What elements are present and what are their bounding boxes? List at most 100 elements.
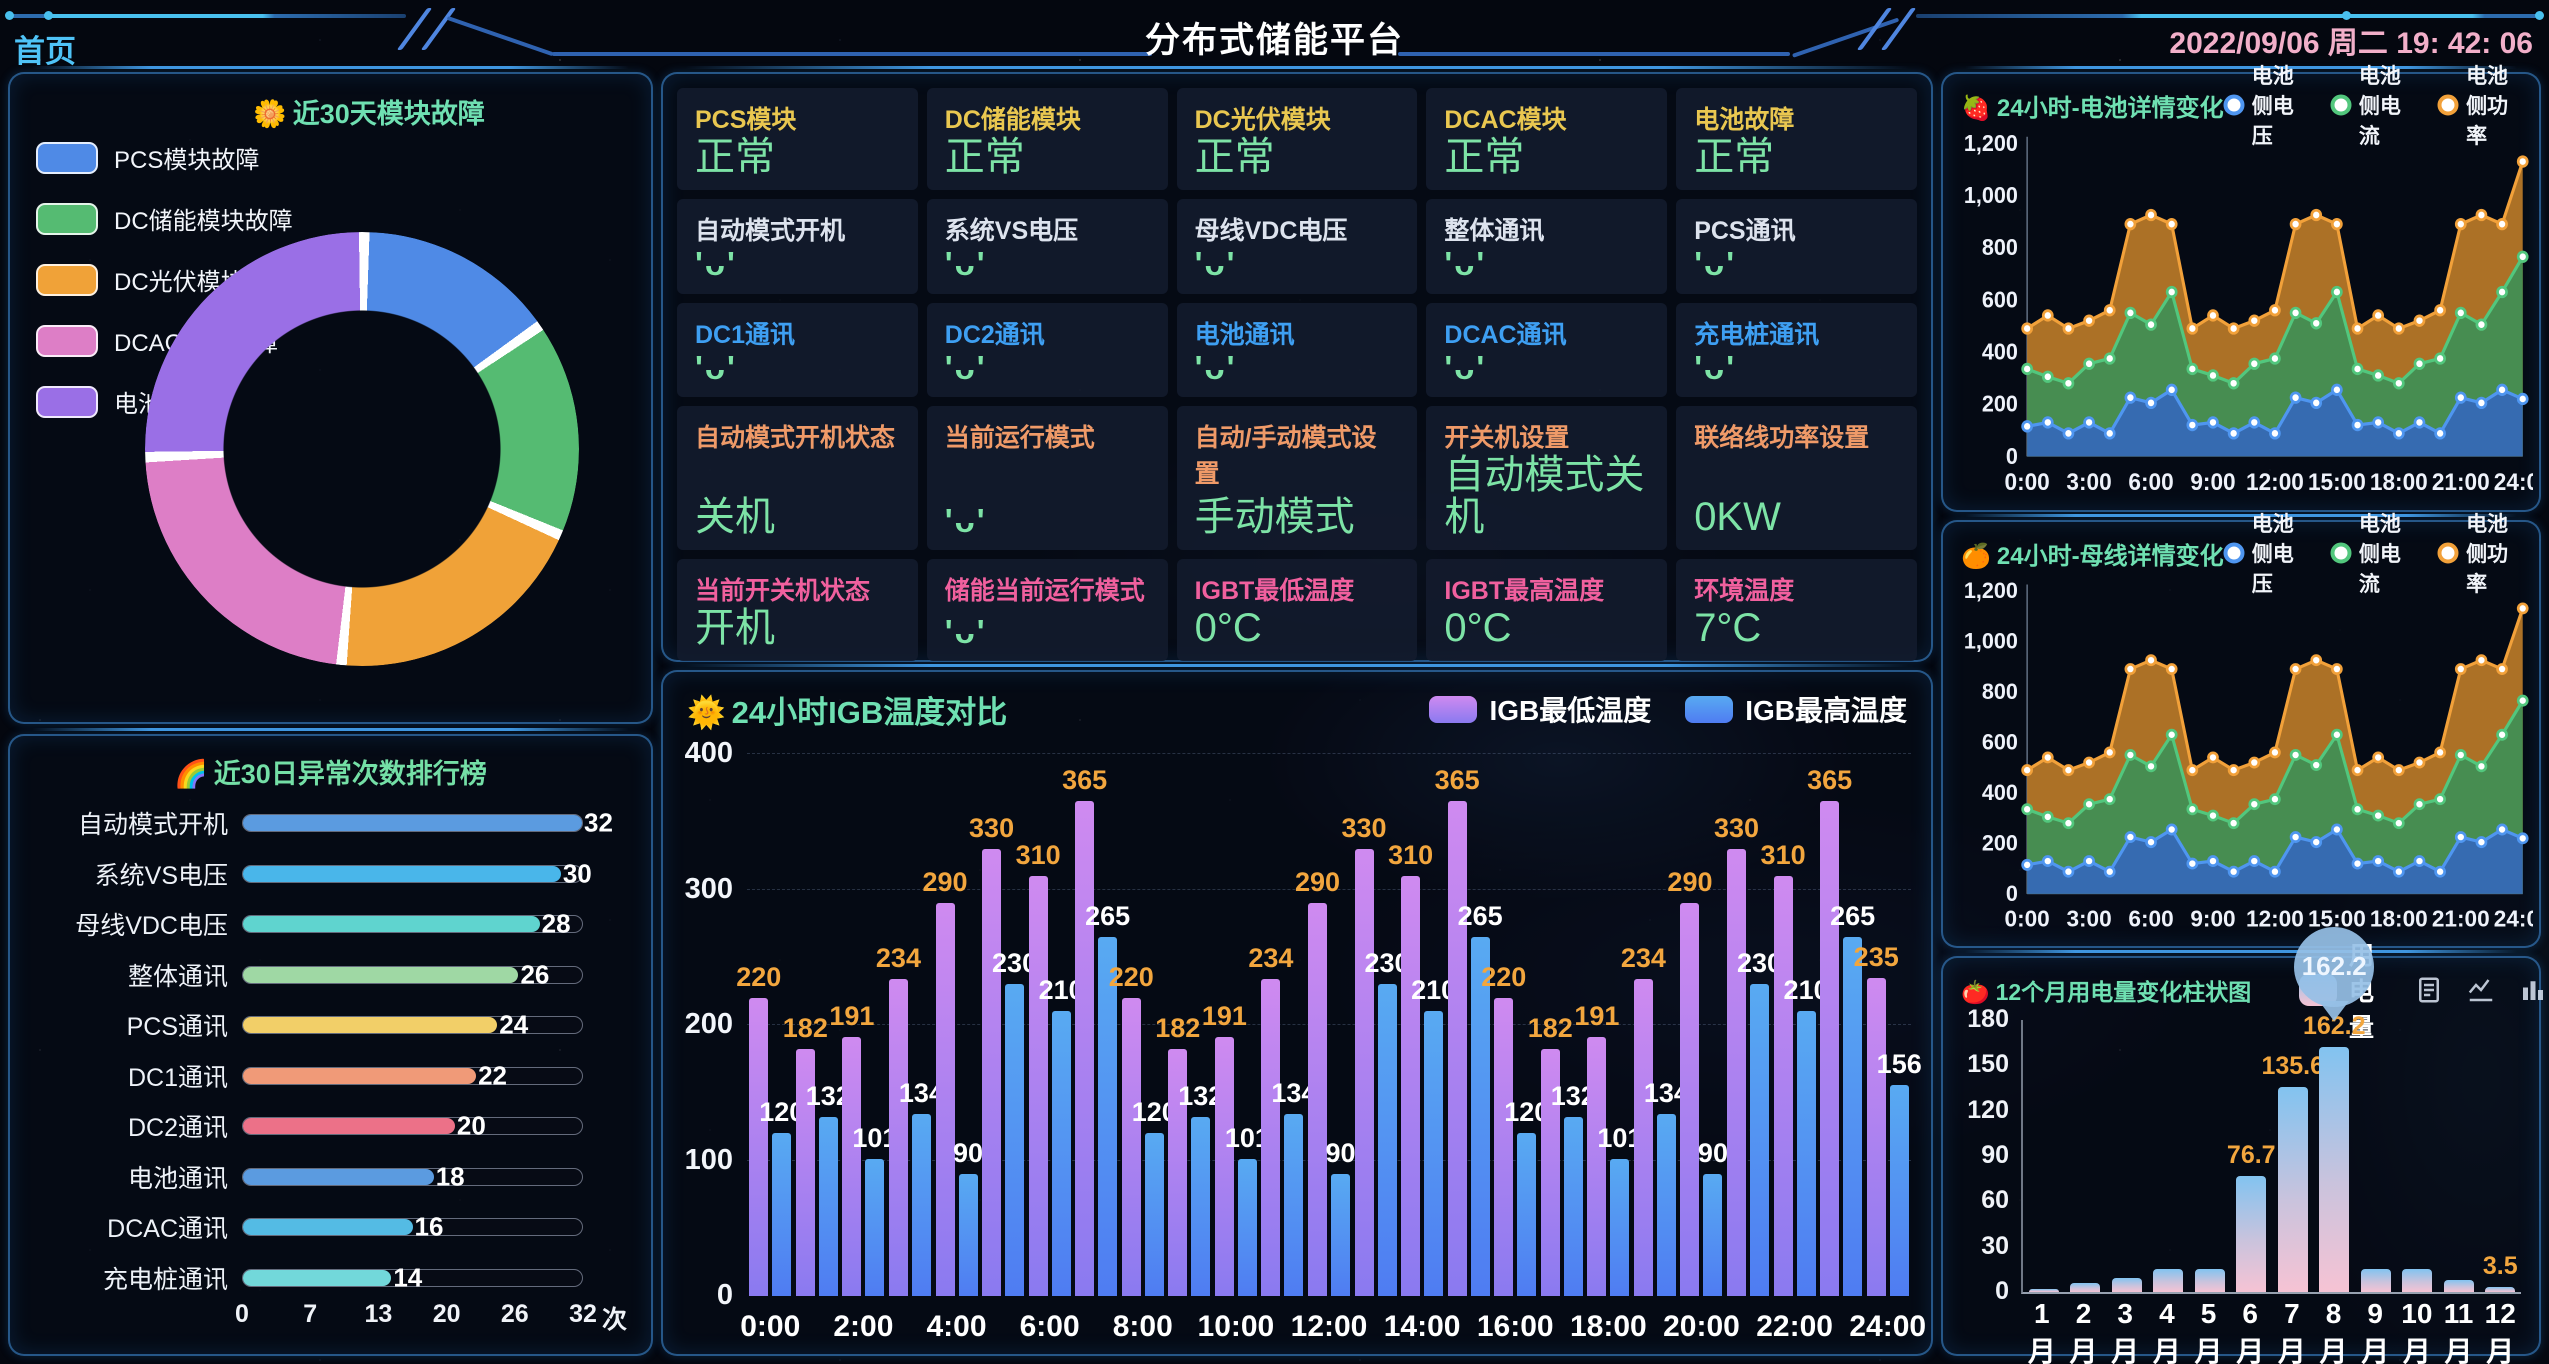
status-cell-value: 正常 bbox=[944, 135, 1025, 179]
legend-item-电池侧电压[interactable]: 电池侧电压 bbox=[2223, 508, 2311, 598]
panel-title: 🍓 24小时-电池详情变化 bbox=[1961, 88, 2224, 123]
svg-text:15:00: 15:00 bbox=[2308, 468, 2366, 495]
igb-max-bar: 265 bbox=[1458, 901, 1503, 1296]
legend-marker bbox=[2437, 102, 2459, 108]
ranking-track[interactable]: 26 bbox=[242, 959, 583, 989]
bar-value-label: 90 bbox=[952, 1138, 984, 1169]
status-cell-value: 'ᴗ' bbox=[1444, 245, 1487, 282]
ranking-track[interactable]: 22 bbox=[242, 1060, 583, 1090]
ranking-axis: 0 7 13 20 26 32 次 bbox=[235, 1300, 627, 1334]
legend-item-PCS模块故障[interactable]: PCS模块故障 bbox=[36, 140, 293, 175]
igb-min-bar: 234 bbox=[876, 943, 921, 1296]
status-cell-value: 'ᴗ' bbox=[944, 501, 987, 539]
igb-max-bar: 132 bbox=[806, 1081, 851, 1296]
legend-item-电池侧电流[interactable]: 电池侧电流 bbox=[2330, 508, 2418, 598]
legend-label: 电池侧功率 bbox=[2466, 65, 2509, 148]
consumption-bar bbox=[2277, 1087, 2308, 1292]
svg-text:0: 0 bbox=[2006, 443, 2018, 469]
legend-label: DC储能模块故障 bbox=[114, 208, 293, 235]
igb-max-bar: 134 bbox=[899, 1078, 944, 1296]
busbar-legend: 电池侧电压 电池侧电流 电池侧功率 bbox=[2223, 508, 2525, 598]
bar-group-hour-24: 235 156 bbox=[1854, 744, 1922, 1296]
bar-value-label: 290 bbox=[1294, 867, 1341, 898]
status-cell-label: 环境温度 bbox=[1694, 577, 1795, 606]
header-decoration-left-line bbox=[5, 11, 406, 20]
ranking-value: 28 bbox=[541, 908, 571, 939]
igb-max-bar: 156 bbox=[1877, 1049, 1922, 1296]
ranking-track[interactable]: 32 bbox=[242, 808, 613, 838]
legend-swatch bbox=[36, 263, 98, 296]
ranking-label: 充电桩通讯 bbox=[102, 1265, 228, 1294]
igb-min-bar: 290 bbox=[922, 867, 968, 1296]
legend-item-IGB最高温度[interactable]: IGB最高温度 bbox=[1685, 689, 1907, 729]
bar-value-label: 182 bbox=[1527, 1013, 1573, 1044]
legend-item-电池侧电流[interactable]: 电池侧电流 bbox=[2330, 60, 2418, 150]
igb-min-bar: 365 bbox=[1062, 765, 1107, 1296]
consumption-bar bbox=[2319, 1046, 2350, 1292]
ranking-track[interactable]: 28 bbox=[242, 909, 583, 939]
x-axis-label: 24:00 bbox=[1849, 1310, 1927, 1343]
consumption-bar bbox=[2111, 1278, 2142, 1292]
bar-value-label: 234 bbox=[1620, 942, 1666, 973]
legend-item-电池侧电压[interactable]: 电池侧电压 bbox=[2223, 60, 2311, 150]
igb-min-bar: 365 bbox=[1807, 765, 1852, 1296]
legend-item-电池侧功率[interactable]: 电池侧功率 bbox=[2437, 60, 2525, 150]
y-axis-label: 120 bbox=[1967, 1095, 2009, 1124]
bar-slot-12月: 3.5 bbox=[2480, 1020, 2522, 1292]
status-cell-PCS模块: PCS模块 正常 bbox=[677, 88, 918, 190]
legend-item-DC储能模块故障[interactable]: DC储能模块故障 bbox=[36, 201, 293, 236]
bar-value-label: 265 bbox=[1457, 900, 1503, 931]
ranking-track[interactable]: 16 bbox=[242, 1212, 583, 1242]
x-axis-label: 20:00 bbox=[1663, 1310, 1740, 1343]
ranking-value: 30 bbox=[562, 858, 592, 889]
bar-chart-icon[interactable] bbox=[2518, 975, 2548, 1005]
status-cell-label: 当前开关机状态 bbox=[695, 577, 871, 606]
home-link[interactable]: 首页 bbox=[14, 34, 76, 69]
data-view-icon[interactable] bbox=[2414, 975, 2444, 1005]
bar-value-label: 365 bbox=[1434, 765, 1480, 796]
igb-min-bar: 310 bbox=[1761, 840, 1806, 1296]
svg-text:21:00: 21:00 bbox=[2432, 468, 2490, 495]
svg-text:21:00: 21:00 bbox=[2432, 905, 2490, 931]
bar-value-label: 310 bbox=[1760, 839, 1806, 870]
ranking-row-整体通讯: 整体通讯 26 bbox=[28, 950, 627, 1001]
y-axis-label: 300 bbox=[684, 872, 733, 905]
bar-value-label: 310 bbox=[1015, 839, 1061, 870]
y-axis-label: 0 bbox=[716, 1279, 733, 1311]
igb-min-bar: 234 bbox=[1621, 943, 1666, 1296]
bar-slot-7月: 135.6 bbox=[2261, 1020, 2324, 1292]
ranking-track[interactable]: 20 bbox=[242, 1111, 583, 1141]
legend-item-电池侧功率[interactable]: 电池侧功率 bbox=[2437, 508, 2525, 598]
svg-text:6:00: 6:00 bbox=[2128, 468, 2173, 495]
strawberry-icon: 🍓 bbox=[1961, 94, 1991, 122]
header-decoration-diagonal bbox=[1792, 17, 1900, 58]
status-cell-label: DCAC通讯 bbox=[1444, 320, 1567, 349]
ranking-row-PCS通讯: PCS通讯 24 bbox=[28, 1000, 627, 1051]
svg-text:200: 200 bbox=[1982, 831, 2018, 856]
status-cell-value: 'ᴗ' bbox=[944, 245, 987, 282]
ranking-track[interactable]: 14 bbox=[242, 1262, 583, 1292]
line-chart-icon[interactable] bbox=[2466, 975, 2496, 1005]
status-cell-value: 正常 bbox=[695, 135, 775, 179]
ranking-track[interactable]: 18 bbox=[242, 1161, 583, 1191]
ranking-track[interactable]: 24 bbox=[242, 1010, 583, 1040]
svg-text:3:00: 3:00 bbox=[2066, 468, 2111, 495]
ranking-label: PCS通讯 bbox=[126, 1013, 228, 1042]
bar-group-hour-3: 234 134 bbox=[876, 744, 944, 1296]
ranking-track[interactable]: 30 bbox=[242, 858, 592, 888]
bar-group-hour-13: 330 230 bbox=[1342, 744, 1410, 1296]
status-cell-DCAC通讯: DCAC通讯'ᴗ' bbox=[1426, 302, 1668, 398]
legend-swatch bbox=[36, 385, 98, 418]
panel-title-text: 24小时IGB温度对比 bbox=[731, 694, 1008, 730]
axis-tick: 13 bbox=[364, 1300, 393, 1328]
legend-swatch bbox=[1429, 695, 1478, 723]
ranking-value: 14 bbox=[393, 1262, 423, 1293]
legend-swatch bbox=[1685, 695, 1734, 723]
bar-slot-9月 bbox=[2355, 1020, 2397, 1292]
igb-min-bar: 220 bbox=[1481, 962, 1526, 1296]
igb-min-bar: 235 bbox=[1854, 942, 1899, 1296]
legend-item-IGB最低温度[interactable]: IGB最低温度 bbox=[1429, 689, 1651, 729]
ranking-value: 32 bbox=[584, 807, 613, 838]
svg-text:18:00: 18:00 bbox=[2370, 468, 2428, 495]
bar-value-label: 76.7 bbox=[2226, 1141, 2276, 1170]
